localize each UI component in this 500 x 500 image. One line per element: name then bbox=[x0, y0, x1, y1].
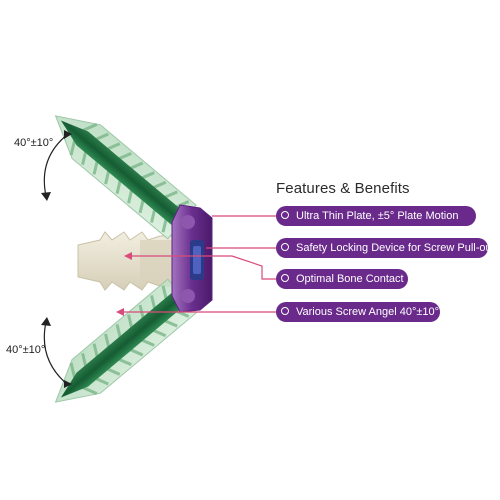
bullet-icon bbox=[281, 307, 289, 315]
leader-lines bbox=[120, 215, 276, 313]
feature-pill-screw: Various Screw Angel 40°±10° bbox=[276, 302, 440, 322]
feature-pill-locking: Safety Locking Device for Screw Pull-out bbox=[276, 238, 495, 258]
bottom-angle-arc bbox=[41, 317, 72, 388]
bullet-icon bbox=[281, 243, 289, 251]
leader-arrowheads bbox=[116, 252, 132, 316]
top-angle-label: 40°±10° bbox=[14, 137, 54, 149]
bullet-icon bbox=[281, 274, 289, 282]
locking-plate bbox=[171, 204, 213, 313]
upper-screw bbox=[54, 115, 197, 240]
leader-bone bbox=[128, 255, 276, 280]
feature-pill-plate: Ultra Thin Plate, ±5° Plate Motion bbox=[276, 206, 476, 226]
bullet-icon bbox=[281, 211, 289, 219]
bottom-angle-label: 40°±10° bbox=[6, 344, 46, 356]
feature-pill-bone: Optimal Bone Contact bbox=[276, 269, 408, 289]
top-angle-arc bbox=[41, 130, 72, 201]
feature-label: Ultra Thin Plate, ±5° Plate Motion bbox=[296, 210, 459, 222]
feature-label: Optimal Bone Contact bbox=[296, 273, 404, 285]
features-heading: Features & Benefits bbox=[276, 180, 410, 197]
lower-screw bbox=[54, 278, 197, 403]
feature-label: Various Screw Angel 40°±10° bbox=[296, 306, 440, 318]
feature-label: Safety Locking Device for Screw Pull-out bbox=[296, 242, 495, 254]
